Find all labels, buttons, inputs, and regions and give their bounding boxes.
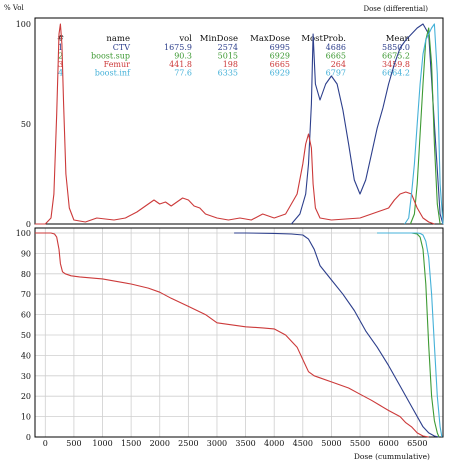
legend-header-mostprob: MostProb. (301, 34, 346, 44)
cumulative-plot-frame (34, 227, 444, 438)
cumulative-y-tick-label-40: 40 (21, 351, 31, 360)
cumulative-x-tick-label-2500: 2500 (178, 439, 198, 448)
legend-row-4-min: 6335 (218, 69, 238, 78)
legend-row-2-vol: 90.3 (174, 52, 192, 61)
legend-header-name: name (106, 34, 130, 44)
legend-row-4-mean: 6664.2 (382, 69, 410, 78)
legend-row-4-max: 6929 (270, 69, 290, 78)
legend-row-3-name: Femur (104, 60, 131, 69)
cumulative-y-tick-label-60: 60 (21, 311, 31, 320)
differential-series-ctv (290, 23, 444, 225)
differential-y-tick-label-50: 50 (21, 120, 31, 129)
legend-row-4-id: 4 (58, 69, 63, 78)
cumulative-y-tick-label-50: 50 (21, 331, 31, 340)
differential-plot-frame (34, 17, 444, 225)
legend-row-2-max: 6929 (270, 52, 290, 61)
legend-row-2-mean: 6675.2 (382, 52, 410, 61)
legend-row-3-most: 264 (331, 60, 346, 69)
legend-row-2-min: 5015 (218, 52, 238, 61)
legend-row-1-mean: 5850.0 (382, 43, 410, 52)
legend-header-mindose: MinDose (200, 34, 238, 44)
legend-row-3-mean: 3459.8 (382, 60, 410, 69)
cumulative-x-axis-label: Dose (cummulative) (354, 452, 430, 461)
legend-row-1-most: 4686 (326, 43, 346, 52)
cumulative-y-tick-label-80: 80 (21, 270, 31, 279)
cumulative-x-tick-label-5000: 5000 (321, 439, 341, 448)
legend-row-1-vol: 1675.9 (164, 43, 192, 52)
cumulative-series-femur (35, 232, 429, 438)
legend-row-4-vol: 77.6 (174, 69, 192, 78)
differential-chart-title: Dose (differential) (363, 5, 428, 13)
cumulative-x-tick-label-3500: 3500 (235, 439, 255, 448)
cumulative-x-tick-label-6000: 6000 (378, 439, 398, 448)
cumulative-x-tick-label-4000: 4000 (264, 439, 284, 448)
cumulative-x-tick-label-6500: 6500 (407, 439, 427, 448)
cumulative-y-tick-label-20: 20 (21, 392, 31, 401)
cumulative-x-tick-label-1500: 1500 (121, 439, 141, 448)
cumulative-x-tick-label-500: 500 (66, 439, 81, 448)
legend-header-#: # (57, 34, 64, 44)
legend-row-1-name: CTV (113, 43, 130, 52)
differential-y-axis-label: % Vol (4, 4, 25, 12)
legend-row-2-most: 6665 (326, 52, 346, 61)
differential-series-boost-sup (409, 27, 441, 225)
legend-row-2-name: boost.sup (91, 52, 130, 61)
cumulative-x-tick-label-5500: 5500 (350, 439, 370, 448)
legend-row-1-id: 1 (58, 43, 63, 52)
cumulative-y-tick-label-10: 10 (21, 413, 31, 422)
differential-y-tick-label-100: 100 (16, 20, 31, 29)
legend-row-4-name: boost.inf (95, 69, 131, 78)
legend-header-maxdose: MaxDose (250, 34, 290, 44)
differential-series-boost-inf (404, 23, 444, 225)
legend-row-2-id: 2 (58, 52, 63, 61)
legend-header-vol: vol (178, 34, 192, 44)
cumulative-y-tick-label-70: 70 (21, 290, 31, 299)
cumulative-grid (35, 228, 443, 438)
cumulative-x-tick-label-4500: 4500 (293, 439, 313, 448)
differential-y-tick-label-0: 0 (26, 220, 31, 229)
cumulative-x-tick-label-1000: 1000 (92, 439, 112, 448)
legend-header-mean: Mean (386, 34, 411, 44)
legend-row-1-min: 2574 (218, 43, 238, 52)
cumulative-series-ctv (234, 232, 440, 438)
differential-series-femur (35, 23, 435, 225)
legend-row-3-min: 198 (223, 60, 238, 69)
cumulative-y-tick-label-30: 30 (21, 372, 31, 381)
legend-row-3-max: 6665 (270, 60, 290, 69)
legend-row-4-most: 6797 (326, 69, 346, 78)
legend-row-3-vol: 441.8 (169, 60, 192, 69)
cumulative-y-tick-label-90: 90 (21, 249, 31, 258)
cumulative-y-tick-label-100: 100 (16, 229, 31, 238)
cumulative-y-tick-label-0: 0 (26, 433, 31, 442)
cumulative-x-tick-label-3000: 3000 (207, 439, 227, 448)
cumulative-series-boost-inf (377, 232, 443, 438)
legend-row-1-max: 6995 (270, 43, 290, 52)
cumulative-x-tick-label-0: 0 (43, 439, 48, 448)
legend-row-3-id: 3 (58, 60, 63, 69)
cumulative-x-tick-label-2000: 2000 (150, 439, 170, 448)
